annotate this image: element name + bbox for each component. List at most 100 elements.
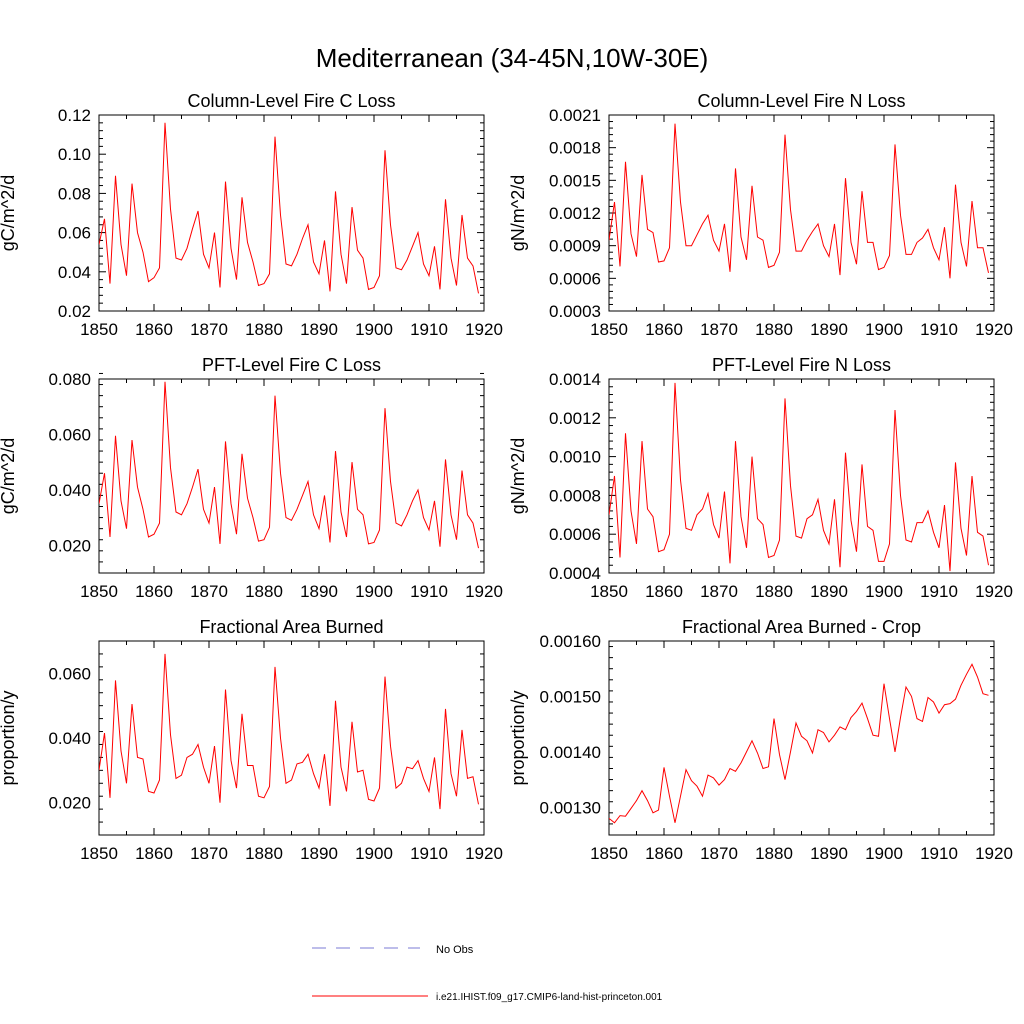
chart-panel: Fractional Area Burned - Crop proportion/… bbox=[508, 617, 1013, 863]
series-line bbox=[609, 123, 989, 279]
x-tick-label: 1900 bbox=[865, 582, 903, 601]
y-tick-label: 0.040 bbox=[48, 729, 91, 748]
x-tick-label: 1890 bbox=[810, 320, 848, 339]
x-tick-label: 1870 bbox=[190, 582, 228, 601]
y-tick-label: 0.0012 bbox=[549, 409, 601, 428]
panel-title: Column-Level Fire N Loss bbox=[697, 91, 905, 111]
x-tick-label: 1900 bbox=[355, 320, 393, 339]
x-tick-label: 1920 bbox=[975, 320, 1013, 339]
x-tick-label: 1910 bbox=[920, 582, 958, 601]
y-tick-label: 0.060 bbox=[48, 425, 91, 444]
y-tick-label: 0.020 bbox=[48, 794, 91, 813]
y-tick-label: 0.0014 bbox=[549, 370, 601, 389]
x-tick-label: 1880 bbox=[755, 844, 793, 863]
x-tick-label: 1900 bbox=[865, 844, 903, 863]
panel-title: Fractional Area Burned bbox=[199, 617, 383, 637]
chart-panel: Column-Level Fire C Loss gC/m^2/d 1850 1860… bbox=[0, 91, 503, 339]
x-tick-label: 1870 bbox=[190, 844, 228, 863]
x-tick-label: 1910 bbox=[410, 320, 448, 339]
y-tick-label: 0.10 bbox=[58, 145, 91, 164]
plot-frame bbox=[98, 640, 485, 836]
x-tick-label: 1890 bbox=[810, 582, 848, 601]
legend: No Obs i.e21.IHIST.f09_g17.CMIP6-land-hi… bbox=[312, 944, 663, 1003]
x-tick-label: 1920 bbox=[465, 844, 503, 863]
figure-title: Mediterranean (34-45N,10W-30E) bbox=[316, 43, 709, 73]
series-line bbox=[99, 381, 479, 549]
x-tick-label: 1920 bbox=[465, 320, 503, 339]
y-tick-label: 0.12 bbox=[58, 106, 91, 125]
x-tick-label: 1880 bbox=[755, 320, 793, 339]
y-tick-label: 0.020 bbox=[48, 536, 91, 555]
x-tick-label: 1890 bbox=[300, 320, 338, 339]
plot-frame bbox=[98, 114, 485, 312]
y-tick-label: 0.0003 bbox=[549, 302, 601, 321]
y-tick-label: 0.0015 bbox=[549, 171, 601, 190]
x-tick-label: 1870 bbox=[700, 844, 738, 863]
y-tick-label: 0.060 bbox=[48, 664, 91, 683]
x-tick-label: 1880 bbox=[755, 582, 793, 601]
x-tick-label: 1860 bbox=[645, 582, 683, 601]
plot-frame bbox=[608, 114, 995, 312]
chart-panel: Fractional Area Burned proportion/y 1850 18… bbox=[0, 617, 503, 863]
x-tick-label: 1910 bbox=[410, 582, 448, 601]
y-axis-label: gN/m^2/d bbox=[508, 175, 528, 251]
y-tick-label: 0.0018 bbox=[549, 139, 601, 158]
x-tick-label: 1910 bbox=[920, 844, 958, 863]
plot-frame bbox=[608, 378, 995, 574]
plot-frame bbox=[98, 378, 485, 574]
chart-panel: Column-Level Fire N Loss gN/m^2/d 1850 1860… bbox=[508, 91, 1013, 339]
legend-model-label: i.e21.IHIST.f09_g17.CMIP6-land-hist-prin… bbox=[436, 992, 663, 1003]
x-tick-label: 1860 bbox=[645, 320, 683, 339]
y-tick-label: 0.04 bbox=[58, 263, 91, 282]
y-axis-label: gC/m^2/d bbox=[0, 175, 18, 251]
x-tick-label: 1880 bbox=[245, 844, 283, 863]
x-tick-label: 1860 bbox=[645, 844, 683, 863]
panel-title: PFT-Level Fire C Loss bbox=[202, 355, 381, 375]
x-tick-label: 1850 bbox=[80, 582, 118, 601]
x-tick-label: 1890 bbox=[300, 582, 338, 601]
y-tick-label: 0.00130 bbox=[540, 798, 601, 817]
y-axis-label: proportion/y bbox=[508, 690, 528, 785]
panel-title: PFT-Level Fire N Loss bbox=[712, 355, 891, 375]
x-tick-label: 1910 bbox=[920, 320, 958, 339]
chart-panel: PFT-Level Fire C Loss gC/m^2/d 1850 1860 187… bbox=[0, 355, 503, 601]
y-tick-label: 0.0008 bbox=[549, 486, 601, 505]
panel-title: Column-Level Fire C Loss bbox=[187, 91, 395, 111]
y-tick-label: 0.040 bbox=[48, 481, 91, 500]
y-tick-label: 0.080 bbox=[48, 370, 91, 389]
x-tick-label: 1900 bbox=[355, 844, 393, 863]
x-tick-label: 1880 bbox=[245, 320, 283, 339]
y-tick-label: 0.0012 bbox=[549, 204, 601, 223]
y-axis-label: gN/m^2/d bbox=[508, 438, 528, 514]
y-tick-label: 0.00140 bbox=[540, 743, 601, 762]
x-tick-label: 1850 bbox=[590, 582, 628, 601]
series-line bbox=[609, 663, 989, 824]
x-tick-label: 1850 bbox=[80, 320, 118, 339]
x-tick-label: 1890 bbox=[810, 844, 848, 863]
y-tick-label: 0.0010 bbox=[549, 448, 601, 467]
x-tick-label: 1900 bbox=[865, 320, 903, 339]
y-tick-label: 0.02 bbox=[58, 302, 91, 321]
series-line bbox=[99, 653, 479, 810]
x-tick-label: 1900 bbox=[355, 582, 393, 601]
y-tick-label: 0.00160 bbox=[540, 632, 601, 651]
panel-title: Fractional Area Burned - Crop bbox=[682, 617, 921, 637]
legend-obs-label: No Obs bbox=[436, 944, 474, 956]
plot-frame bbox=[608, 640, 995, 836]
x-tick-label: 1920 bbox=[465, 582, 503, 601]
y-tick-label: 0.0004 bbox=[549, 564, 601, 583]
series-line bbox=[609, 382, 989, 572]
y-tick-label: 0.08 bbox=[58, 184, 91, 203]
x-tick-label: 1870 bbox=[700, 320, 738, 339]
y-tick-label: 0.06 bbox=[58, 224, 91, 243]
x-tick-label: 1870 bbox=[190, 320, 228, 339]
series-line bbox=[99, 122, 479, 294]
y-tick-label: 0.00150 bbox=[540, 687, 601, 706]
y-tick-label: 0.0009 bbox=[549, 237, 601, 256]
chart-panel: PFT-Level Fire N Loss gN/m^2/d 1850 1860 187… bbox=[508, 355, 1013, 601]
chart-panels: Column-Level Fire C Loss gC/m^2/d 1850 1860… bbox=[0, 91, 1013, 863]
x-tick-label: 1910 bbox=[410, 844, 448, 863]
x-tick-label: 1860 bbox=[135, 844, 173, 863]
y-tick-label: 0.0021 bbox=[549, 106, 601, 125]
